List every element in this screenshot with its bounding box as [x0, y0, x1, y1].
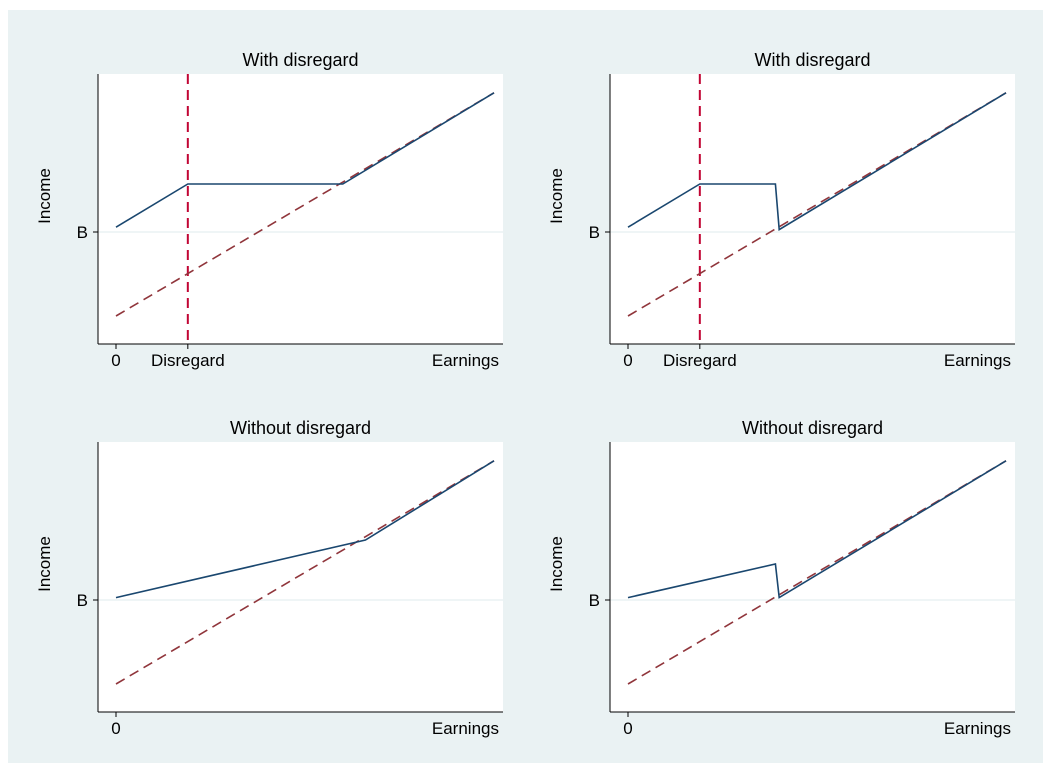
income-line	[115, 460, 495, 599]
y-tick-label: B	[77, 223, 88, 242]
chart-title: With disregard	[754, 50, 870, 70]
y-tick-label: B	[589, 223, 600, 242]
income-line	[627, 92, 1007, 231]
chart-title: With disregard	[242, 50, 358, 70]
chart-title: Without disregard	[230, 418, 371, 438]
earnings-line	[115, 460, 495, 685]
panel-3: Without disregard Income B 0 Earnings	[35, 418, 503, 738]
figure: With disregard Income B 0 Disregard Earnings W…	[8, 10, 1043, 763]
earnings-line	[115, 92, 495, 317]
income-line	[115, 92, 495, 228]
x-tick-label: Disregard	[663, 351, 737, 370]
x-tick-label: Disregard	[151, 351, 225, 370]
x-tick-label: 0	[623, 351, 632, 370]
earnings-line	[627, 92, 1007, 317]
x-axis-label: Earnings	[944, 719, 1011, 738]
y-axis-label: Income	[547, 536, 566, 592]
x-axis-label: Earnings	[944, 351, 1011, 370]
plot-area	[98, 442, 503, 712]
y-tick-label: B	[77, 591, 88, 610]
chart-title: Without disregard	[742, 418, 883, 438]
y-tick-label: B	[589, 591, 600, 610]
earnings-line	[627, 460, 1007, 685]
panel-4: Without disregard Income B 0 Earnings	[547, 418, 1015, 738]
panel-1: With disregard Income B 0 Disregard Earnings	[35, 50, 503, 370]
x-tick-label: 0	[111, 351, 120, 370]
x-axis-label: Earnings	[432, 719, 499, 738]
y-axis-label: Income	[547, 168, 566, 224]
x-tick-label: 0	[623, 719, 632, 738]
x-axis-label: Earnings	[432, 351, 499, 370]
x-tick-label: 0	[111, 719, 120, 738]
y-axis-label: Income	[35, 536, 54, 592]
income-line	[627, 460, 1007, 599]
y-axis-label: Income	[35, 168, 54, 224]
plot-area	[98, 74, 503, 344]
panel-2: With disregard Income B 0 Disregard Earnings	[547, 50, 1015, 370]
